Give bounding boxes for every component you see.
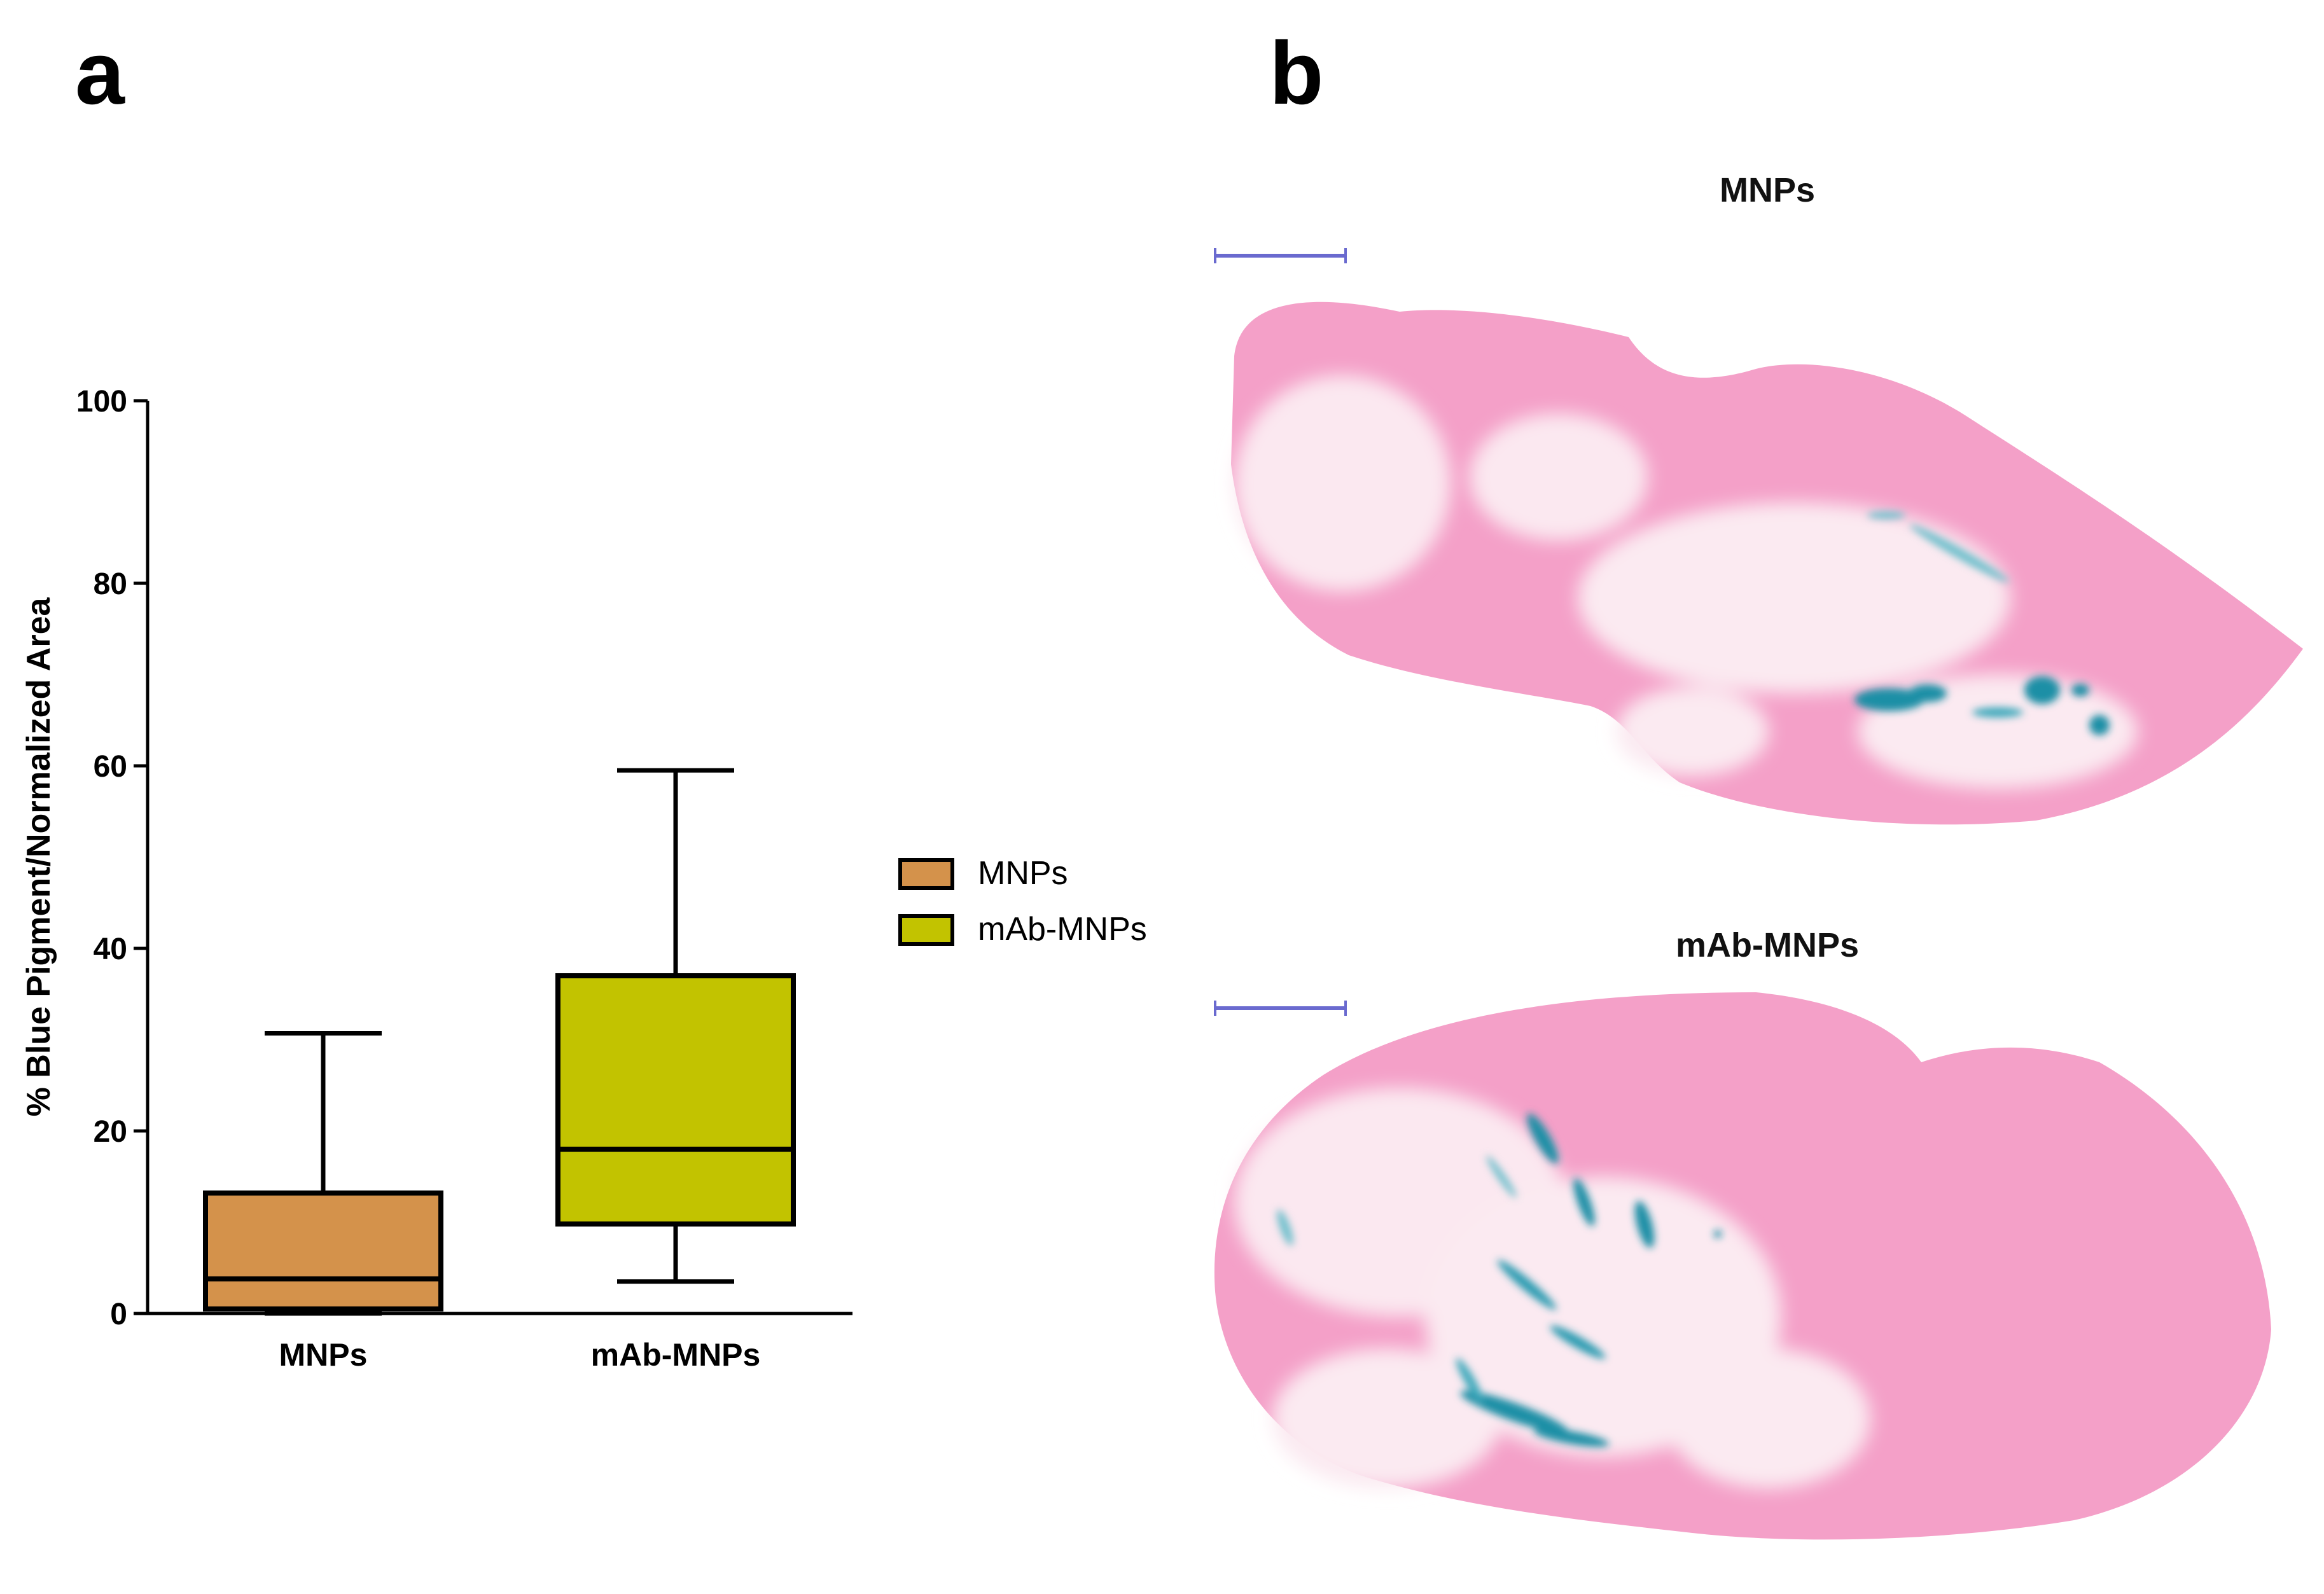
box-mnps — [203, 1030, 443, 1316]
x-tick-label: mAb-MNPs — [591, 1337, 761, 1373]
micrograph-mnps — [1214, 248, 2303, 825]
x-tick-label: MNPs — [279, 1337, 368, 1373]
micrograph-title-mab-mnps: mAb-MNPs — [1675, 926, 1859, 964]
panel-letter-a: a — [75, 23, 125, 123]
chart-legend: MNPs mAb-MNPs — [898, 855, 1147, 948]
legend-swatch — [898, 914, 954, 946]
legend-label: MNPs — [978, 855, 1068, 892]
legend-swatch — [898, 858, 954, 890]
tissue-pale-regions-2 — [1234, 1088, 1870, 1488]
y-axis-label: % Blue Pigment/Normalized Area — [20, 597, 57, 1117]
y-tick-label: 20 — [94, 1115, 127, 1149]
box-iqr — [203, 1190, 443, 1312]
legend-label: mAb-MNPs — [978, 911, 1147, 948]
y-tick-label: 0 — [110, 1298, 127, 1331]
boxplot-chart: 0 20 40 60 80 100 % Blue Pigment/Normalized Ar… — [20, 385, 1147, 1373]
panel-letter-b: b — [1269, 23, 1324, 123]
box-iqr — [555, 973, 796, 1227]
y-tick-label: 80 — [94, 567, 127, 601]
blue-stain-2 — [1277, 1113, 1722, 1447]
chart-boxes — [203, 768, 796, 1316]
y-tick-label: 100 — [76, 385, 127, 419]
blue-stain-1 — [1854, 511, 2110, 735]
y-tick-label: 40 — [94, 932, 127, 966]
chart-axes: 0 20 40 60 80 100 % Blue Pigment/Normalized Ar… — [20, 385, 852, 1373]
micrograph-mab-mnps — [1214, 992, 2271, 1540]
micrographs — [1214, 248, 2303, 1540]
tissue-pale-regions-1 — [1234, 375, 2138, 789]
y-tick-label: 60 — [94, 750, 127, 784]
box-mab-mnps — [555, 768, 796, 1284]
micrograph-title-mnps: MNPs — [1719, 171, 1816, 209]
